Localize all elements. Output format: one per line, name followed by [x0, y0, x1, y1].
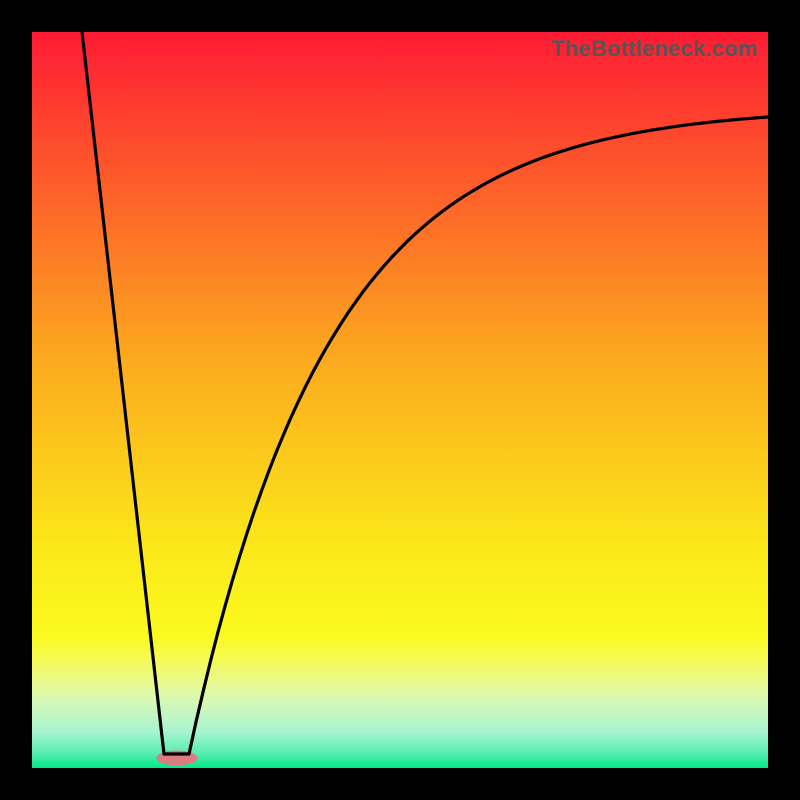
plot-area — [32, 32, 768, 768]
watermark-text: TheBottleneck.com — [552, 36, 758, 62]
chart-frame: TheBottleneck.com — [0, 0, 800, 800]
gradient-background — [32, 32, 768, 768]
plot-svg — [32, 32, 768, 768]
